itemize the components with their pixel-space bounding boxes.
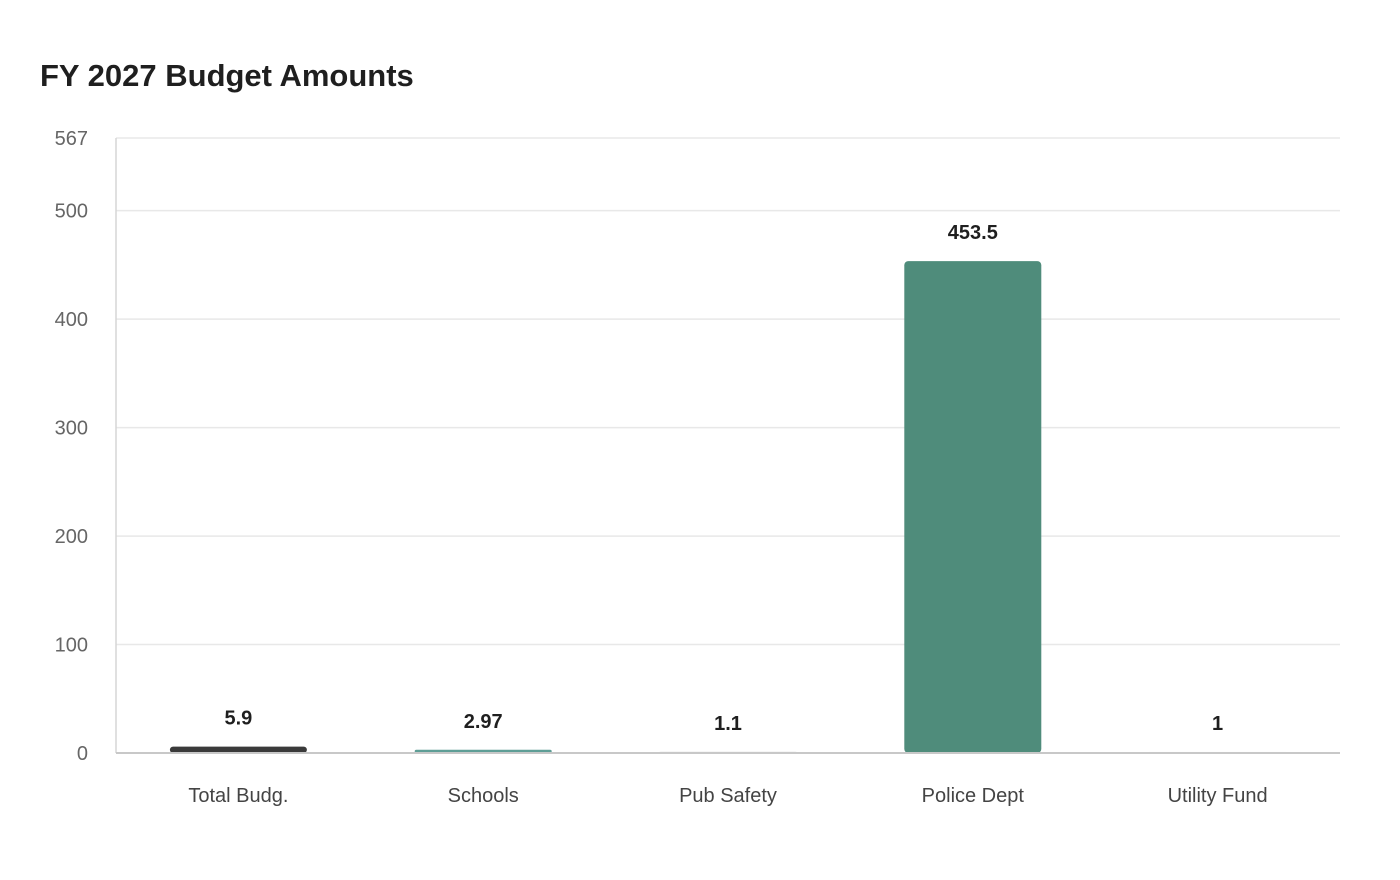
x-category-label: Schools (448, 785, 519, 807)
x-category-label: Pub Safety (679, 785, 777, 807)
y-tick-label: 567 (55, 128, 88, 150)
x-category-label: Police Dept (922, 785, 1025, 807)
bar-total-budg (169, 746, 307, 753)
y-axis-ticks: 0 100 200 300 400 500 567 (55, 128, 88, 765)
data-label: 453.5 (948, 222, 998, 244)
x-category-label: Total Budg. (188, 785, 288, 807)
data-label: 1 (1212, 713, 1223, 735)
y-tick-label: 100 (55, 635, 88, 657)
gridlines (116, 137, 1340, 646)
y-tick-label: 300 (55, 418, 88, 440)
y-tick-label: 400 (55, 309, 88, 331)
bars (169, 261, 1287, 753)
bar-police-dept (904, 261, 1042, 753)
x-axis-categories: Total Budg. Schools Pub Safety Police Dept U… (188, 785, 1267, 807)
y-tick-label: 200 (55, 526, 88, 548)
axes (115, 138, 1340, 754)
y-tick-label: 500 (55, 201, 88, 223)
data-label: 2.97 (464, 711, 503, 733)
y-tick-label: 0 (77, 743, 88, 765)
chart-title: FY 2027 Budget Amounts (40, 58, 414, 93)
data-label: 5.9 (224, 708, 252, 730)
data-label: 1.1 (714, 713, 742, 735)
data-labels: 5.9 2.97 1.1 453.5 1 (224, 222, 1223, 735)
x-category-label: Utility Fund (1168, 785, 1268, 807)
